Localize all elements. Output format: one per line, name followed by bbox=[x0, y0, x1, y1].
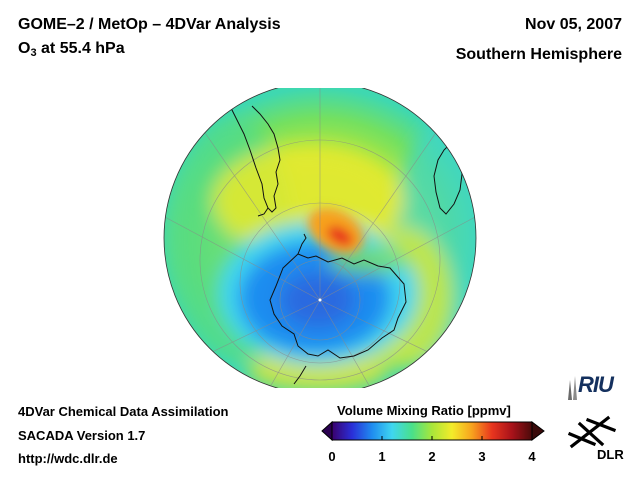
colorbar-tick-label: 3 bbox=[478, 449, 486, 464]
map-title: GOME–2 / MetOp – 4DVar Analysis bbox=[18, 16, 281, 33]
riu-logo-mark bbox=[568, 376, 577, 400]
colorbar-tick-label: 1 bbox=[378, 449, 386, 464]
ozone-maximum-red bbox=[327, 226, 353, 246]
pressure-level-label: at 55.4 hPa bbox=[36, 40, 125, 57]
footer-assimilation-label: 4DVar Chemical Data Assimilation bbox=[18, 404, 229, 419]
species-label: O bbox=[18, 40, 31, 57]
south-pole-marker bbox=[318, 298, 322, 302]
colorbar-right-arrow bbox=[531, 421, 545, 441]
ozone-hole-center bbox=[280, 272, 356, 328]
map-subtitle: O3 at 55.4 hPa bbox=[18, 40, 125, 59]
riu-logo: RIU bbox=[578, 372, 614, 397]
hemisphere-label: Southern Hemisphere bbox=[455, 46, 622, 63]
colorbar-tick-label: 0 bbox=[328, 449, 336, 464]
south-america-tip bbox=[257, 207, 269, 217]
analysis-date: Nov 05, 2007 bbox=[525, 16, 622, 33]
dlr-logo-text: DLR bbox=[597, 447, 624, 462]
south-america-coastline bbox=[229, 105, 281, 213]
species-subscript: 3 bbox=[30, 47, 37, 59]
colorbar bbox=[321, 420, 545, 442]
footer-url[interactable]: http://wdc.dlr.de bbox=[18, 451, 118, 466]
colorbar-left-arrow bbox=[321, 420, 333, 442]
ozone-globe-map bbox=[163, 88, 477, 388]
colorbar-title: Volume Mixing Ratio [ppmv] bbox=[337, 403, 511, 418]
colorbar-tick-label: 2 bbox=[428, 449, 436, 464]
colorbar-tick-label: 4 bbox=[528, 449, 536, 464]
new-zealand-coastline bbox=[293, 365, 307, 385]
antarctic-peninsula bbox=[297, 233, 307, 255]
dlr-logo-icon bbox=[567, 415, 617, 449]
footer-version-label: SACADA Version 1.7 bbox=[18, 428, 146, 443]
graticule bbox=[164, 88, 476, 388]
globe-outline bbox=[163, 88, 477, 388]
antarctica-coastline bbox=[269, 253, 407, 359]
